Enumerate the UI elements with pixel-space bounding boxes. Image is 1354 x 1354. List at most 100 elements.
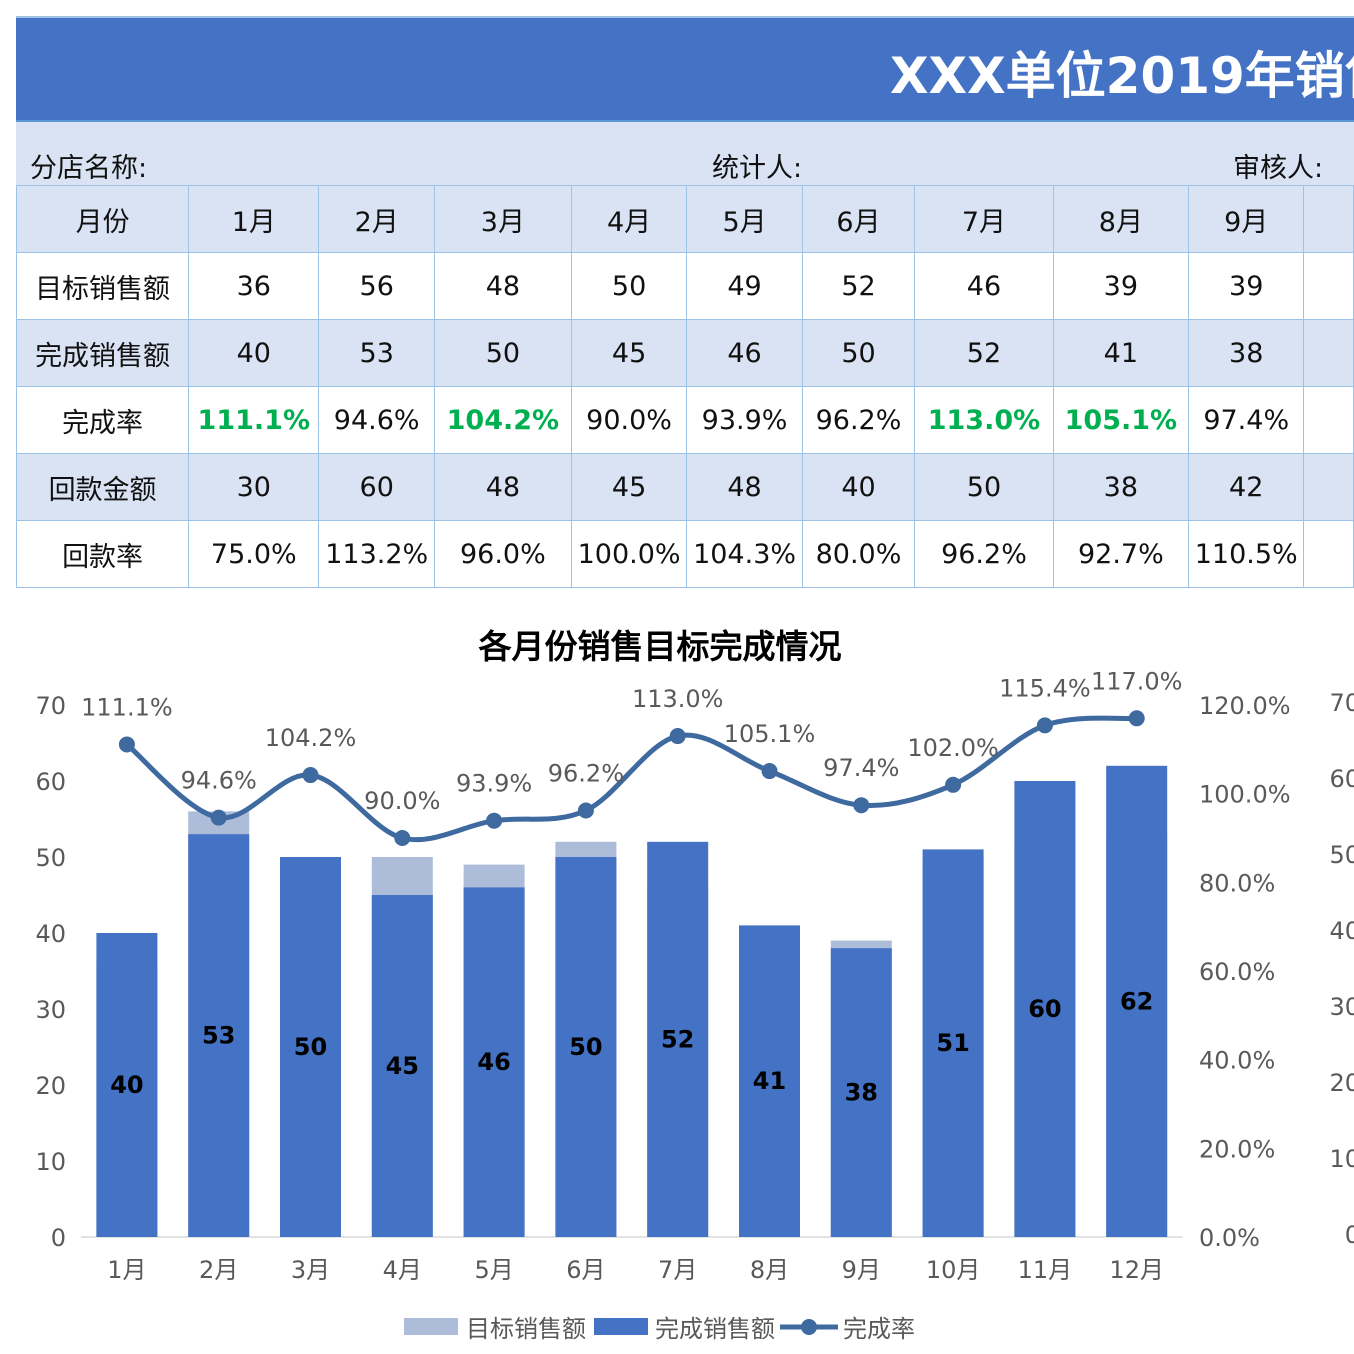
legend-target-swatch [404, 1318, 458, 1335]
completion-rate-label: 93.9% [456, 770, 532, 798]
cell[interactable]: 40 [188, 319, 320, 387]
cell[interactable]: 30 [188, 453, 320, 521]
completion-rate-point [210, 809, 227, 826]
completed-bar-label: 51 [936, 1029, 969, 1057]
y-tick-label: 50 [35, 844, 66, 872]
completion-rate-label: 90.0% [364, 787, 440, 815]
y-tick-label-next-chart: 30 [1329, 993, 1354, 1021]
completion-rate-point [945, 776, 962, 793]
cell[interactable]: 110.5% [1187, 520, 1305, 588]
row-header-label[interactable]: 月份 [15, 185, 190, 253]
completion-rate-point [1128, 710, 1145, 727]
cell[interactable]: 93.9% [686, 386, 803, 454]
cell[interactable]: 104.3% [686, 520, 803, 588]
month-header[interactable]: 8月 [1052, 185, 1189, 253]
month-header[interactable]: 1月 [188, 185, 320, 253]
cell[interactable]: 96.2% [801, 386, 916, 454]
cell[interactable]: 97.4% [1187, 386, 1305, 454]
cell[interactable]: 39 [1187, 252, 1305, 320]
x-tick-label: 12月 [1109, 1256, 1164, 1284]
y-tick-label-next-chart: 10 [1329, 1145, 1354, 1173]
row-label[interactable]: 回款金额 [15, 453, 190, 521]
y-tick-label: 0 [51, 1224, 66, 1252]
y2-tick-label: 120.0% [1199, 692, 1291, 720]
cell[interactable] [1303, 319, 1354, 387]
month-header[interactable]: 2月 [318, 185, 435, 253]
cell[interactable] [1303, 252, 1354, 320]
row-label[interactable]: 回款率 [15, 520, 190, 588]
cell[interactable]: 96.2% [914, 520, 1054, 588]
cell[interactable] [1303, 386, 1354, 454]
month-header[interactable]: 9月 [1187, 185, 1305, 253]
cell[interactable]: 105.1% [1052, 386, 1189, 454]
completion-rate-label: 96.2% [548, 760, 624, 788]
cell[interactable]: 39 [1052, 252, 1189, 320]
completed-bar-label: 50 [294, 1033, 327, 1061]
cell[interactable]: 45 [570, 319, 688, 387]
x-tick-label: 11月 [1018, 1256, 1073, 1284]
cell[interactable]: 45 [570, 453, 688, 521]
legend-target-label: 目标销售额 [466, 1315, 586, 1343]
cell[interactable]: 52 [914, 319, 1054, 387]
cell[interactable]: 90.0% [570, 386, 688, 454]
completed-bar [188, 834, 250, 1237]
cell[interactable]: 46 [914, 252, 1054, 320]
completion-rate-label: 97.4% [823, 754, 899, 782]
cell[interactable]: 94.6% [318, 386, 435, 454]
cell[interactable]: 36 [188, 252, 320, 320]
cell[interactable]: 38 [1052, 453, 1189, 521]
x-tick-label: 2月 [199, 1256, 238, 1284]
cell[interactable]: 104.2% [433, 386, 572, 454]
month-header[interactable]: 4月 [570, 185, 688, 253]
y-tick-label: 40 [35, 920, 66, 948]
cell[interactable]: 48 [433, 252, 572, 320]
cell[interactable]: 40 [801, 453, 916, 521]
cell[interactable]: 41 [1052, 319, 1189, 387]
x-tick-label: 1月 [107, 1256, 146, 1284]
cell[interactable]: 52 [801, 252, 916, 320]
cell[interactable]: 48 [433, 453, 572, 521]
cell[interactable]: 50 [570, 252, 688, 320]
completion-rate-point [1036, 717, 1053, 734]
cell[interactable]: 60 [318, 453, 435, 521]
completion-rate-label: 104.2% [265, 724, 357, 752]
sheet-title: XXX单位2019年销售 [890, 47, 1354, 105]
row-label[interactable]: 完成销售额 [15, 319, 190, 387]
cell[interactable] [1303, 520, 1354, 588]
completion-rate-point [853, 797, 870, 814]
cell[interactable]: 46 [686, 319, 803, 387]
month-header[interactable]: 7月 [914, 185, 1054, 253]
completed-bar-label: 41 [753, 1067, 786, 1095]
cell[interactable]: 48 [686, 453, 803, 521]
cell[interactable]: 75.0% [188, 520, 320, 588]
cell[interactable]: 113.0% [914, 386, 1054, 454]
cell[interactable]: 100.0% [570, 520, 688, 588]
completed-bar [1106, 765, 1168, 1237]
cell[interactable]: 111.1% [188, 386, 320, 454]
cell[interactable]: 113.2% [318, 520, 435, 588]
month-header[interactable]: 6月 [801, 185, 916, 253]
cell[interactable] [1303, 185, 1354, 253]
month-header[interactable]: 3月 [433, 185, 572, 253]
cell[interactable]: 50 [433, 319, 572, 387]
cell[interactable]: 96.0% [433, 520, 572, 588]
cell[interactable]: 50 [801, 319, 916, 387]
legend-completed-swatch [594, 1318, 648, 1335]
cell[interactable]: 50 [914, 453, 1054, 521]
cell[interactable] [1303, 453, 1354, 521]
info-row: 分店名称: 统计人: 审核人: [16, 120, 1354, 185]
table-row: 回款率 75.0% 113.2% 96.0% 100.0% 104.3% 80.0% 96.2… [15, 520, 1354, 588]
cell[interactable]: 92.7% [1052, 520, 1189, 588]
cell[interactable]: 42 [1187, 453, 1305, 521]
y2-tick-label: 40.0% [1199, 1047, 1275, 1075]
month-header[interactable]: 5月 [686, 185, 803, 253]
sales-chart: 各月份销售目标完成情况 0 0 10 10 20 20 30 30 40 40 50 50 60 60 70 7… [35, 627, 1354, 1343]
completed-bar [280, 857, 341, 1237]
cell[interactable]: 53 [318, 319, 435, 387]
cell[interactable]: 56 [318, 252, 435, 320]
cell[interactable]: 49 [686, 252, 803, 320]
row-label[interactable]: 完成率 [15, 386, 190, 454]
row-label[interactable]: 目标销售额 [15, 252, 190, 320]
cell[interactable]: 80.0% [801, 520, 916, 588]
cell[interactable]: 38 [1187, 319, 1305, 387]
